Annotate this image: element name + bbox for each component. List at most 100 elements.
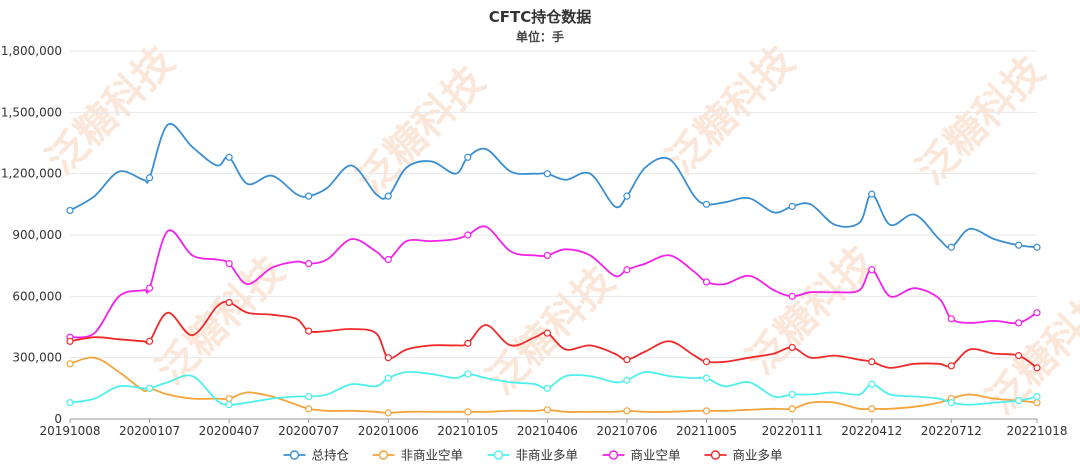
legend-label: 总持仓 xyxy=(312,448,350,463)
legend-marker-icon xyxy=(608,450,619,460)
y-tick-label: 0 xyxy=(54,412,62,426)
y-tick-label: 600,000 xyxy=(12,289,62,303)
data-point xyxy=(1033,399,1041,407)
series-1 xyxy=(66,122,1041,251)
data-point xyxy=(384,374,392,382)
data-point xyxy=(305,192,313,200)
data-point xyxy=(145,174,154,182)
data-point xyxy=(868,266,876,274)
x-tick-label: 20191008 xyxy=(39,424,100,438)
data-point xyxy=(464,370,472,378)
data-point xyxy=(543,406,551,414)
data-point xyxy=(543,251,551,260)
data-point xyxy=(1015,241,1023,249)
legend-item[interactable]: 商业空单 xyxy=(602,448,681,463)
legend-label: 非商业多单 xyxy=(516,448,579,463)
data-point xyxy=(305,392,313,401)
data-point xyxy=(947,362,955,370)
legend-item[interactable]: 总持仓 xyxy=(283,448,350,463)
data-point xyxy=(384,354,392,362)
data-point xyxy=(702,358,711,366)
data-point xyxy=(947,243,955,251)
data-point xyxy=(788,405,796,413)
data-point xyxy=(788,202,796,210)
data-point xyxy=(225,153,233,161)
data-point xyxy=(623,356,631,364)
data-point xyxy=(1033,309,1041,317)
x-tick-label: 20221018 xyxy=(1006,424,1067,438)
data-point xyxy=(702,374,711,382)
y-tick-label: 300,000 xyxy=(12,351,62,365)
x-tick-label: 20220412 xyxy=(841,424,902,438)
data-point xyxy=(788,390,796,399)
data-point xyxy=(868,405,876,413)
y-tick-label: 900,000 xyxy=(12,228,62,242)
data-point xyxy=(1033,364,1041,372)
watermark-text: 泛糖科技 xyxy=(478,258,624,404)
data-point xyxy=(623,407,631,415)
data-point xyxy=(66,337,74,345)
y-tick-label: 1,200,000 xyxy=(1,167,62,181)
data-point xyxy=(1033,243,1041,251)
data-point xyxy=(225,401,233,409)
data-point xyxy=(305,327,313,335)
x-tick-label: 20200107 xyxy=(119,424,180,438)
legend-marker-icon xyxy=(493,450,504,460)
data-point xyxy=(702,200,711,208)
data-point xyxy=(543,329,551,337)
series-line xyxy=(69,122,1038,249)
y-tick-label: 1,500,000 xyxy=(1,105,62,119)
data-point xyxy=(788,343,796,352)
grid-lines xyxy=(70,50,1037,359)
data-point xyxy=(702,278,711,286)
x-axis: 20191008 20200107 20200407 20200707 20201006… xyxy=(39,419,1068,438)
legend-item[interactable]: 商业多单 xyxy=(704,448,783,463)
data-point xyxy=(868,380,876,388)
data-point xyxy=(66,206,74,215)
watermark-text: 泛糖科技 xyxy=(908,48,1054,194)
data-point xyxy=(788,292,796,300)
data-point xyxy=(1033,392,1041,401)
chart-title: CFTC持仓数据 xyxy=(489,8,592,26)
legend-label: 商业空单 xyxy=(631,448,681,463)
data-point xyxy=(225,260,233,268)
data-point xyxy=(145,337,154,345)
data-point xyxy=(464,231,472,239)
data-point xyxy=(225,298,233,307)
data-point xyxy=(543,170,551,178)
legend-item[interactable]: 非商业空单 xyxy=(372,448,464,463)
series-layer xyxy=(66,122,1041,417)
series-5 xyxy=(66,298,1041,372)
data-point xyxy=(305,405,313,413)
watermark-text: 泛糖科技 xyxy=(658,38,804,184)
x-tick-label: 20210706 xyxy=(596,424,657,438)
data-point xyxy=(543,384,551,392)
legend-label: 商业多单 xyxy=(733,448,783,463)
data-point xyxy=(702,407,711,415)
x-tick-label: 20200407 xyxy=(199,424,260,438)
y-tick-label: 1,800,000 xyxy=(1,44,62,58)
x-tick-label: 20211005 xyxy=(676,424,737,438)
data-point xyxy=(868,190,876,198)
legend-marker-icon xyxy=(289,450,300,460)
legend-item[interactable]: 非商业多单 xyxy=(487,448,579,463)
data-point xyxy=(145,384,154,392)
x-tick-label: 20220712 xyxy=(921,424,982,438)
watermark-text: 泛糖科技 xyxy=(738,238,884,384)
data-point xyxy=(1015,397,1023,405)
data-point xyxy=(464,339,472,347)
legend-marker-icon xyxy=(378,450,389,460)
data-point xyxy=(623,376,631,384)
data-point xyxy=(66,360,74,368)
data-point xyxy=(868,358,876,366)
data-point xyxy=(66,399,74,407)
series-line xyxy=(69,370,1038,406)
data-point xyxy=(623,192,631,200)
data-point xyxy=(305,260,313,268)
series-3 xyxy=(66,370,1041,409)
legend[interactable]: 总持仓 非商业空单 非商业多单 商业空单 商业多单 xyxy=(283,448,783,463)
data-point xyxy=(225,394,233,403)
